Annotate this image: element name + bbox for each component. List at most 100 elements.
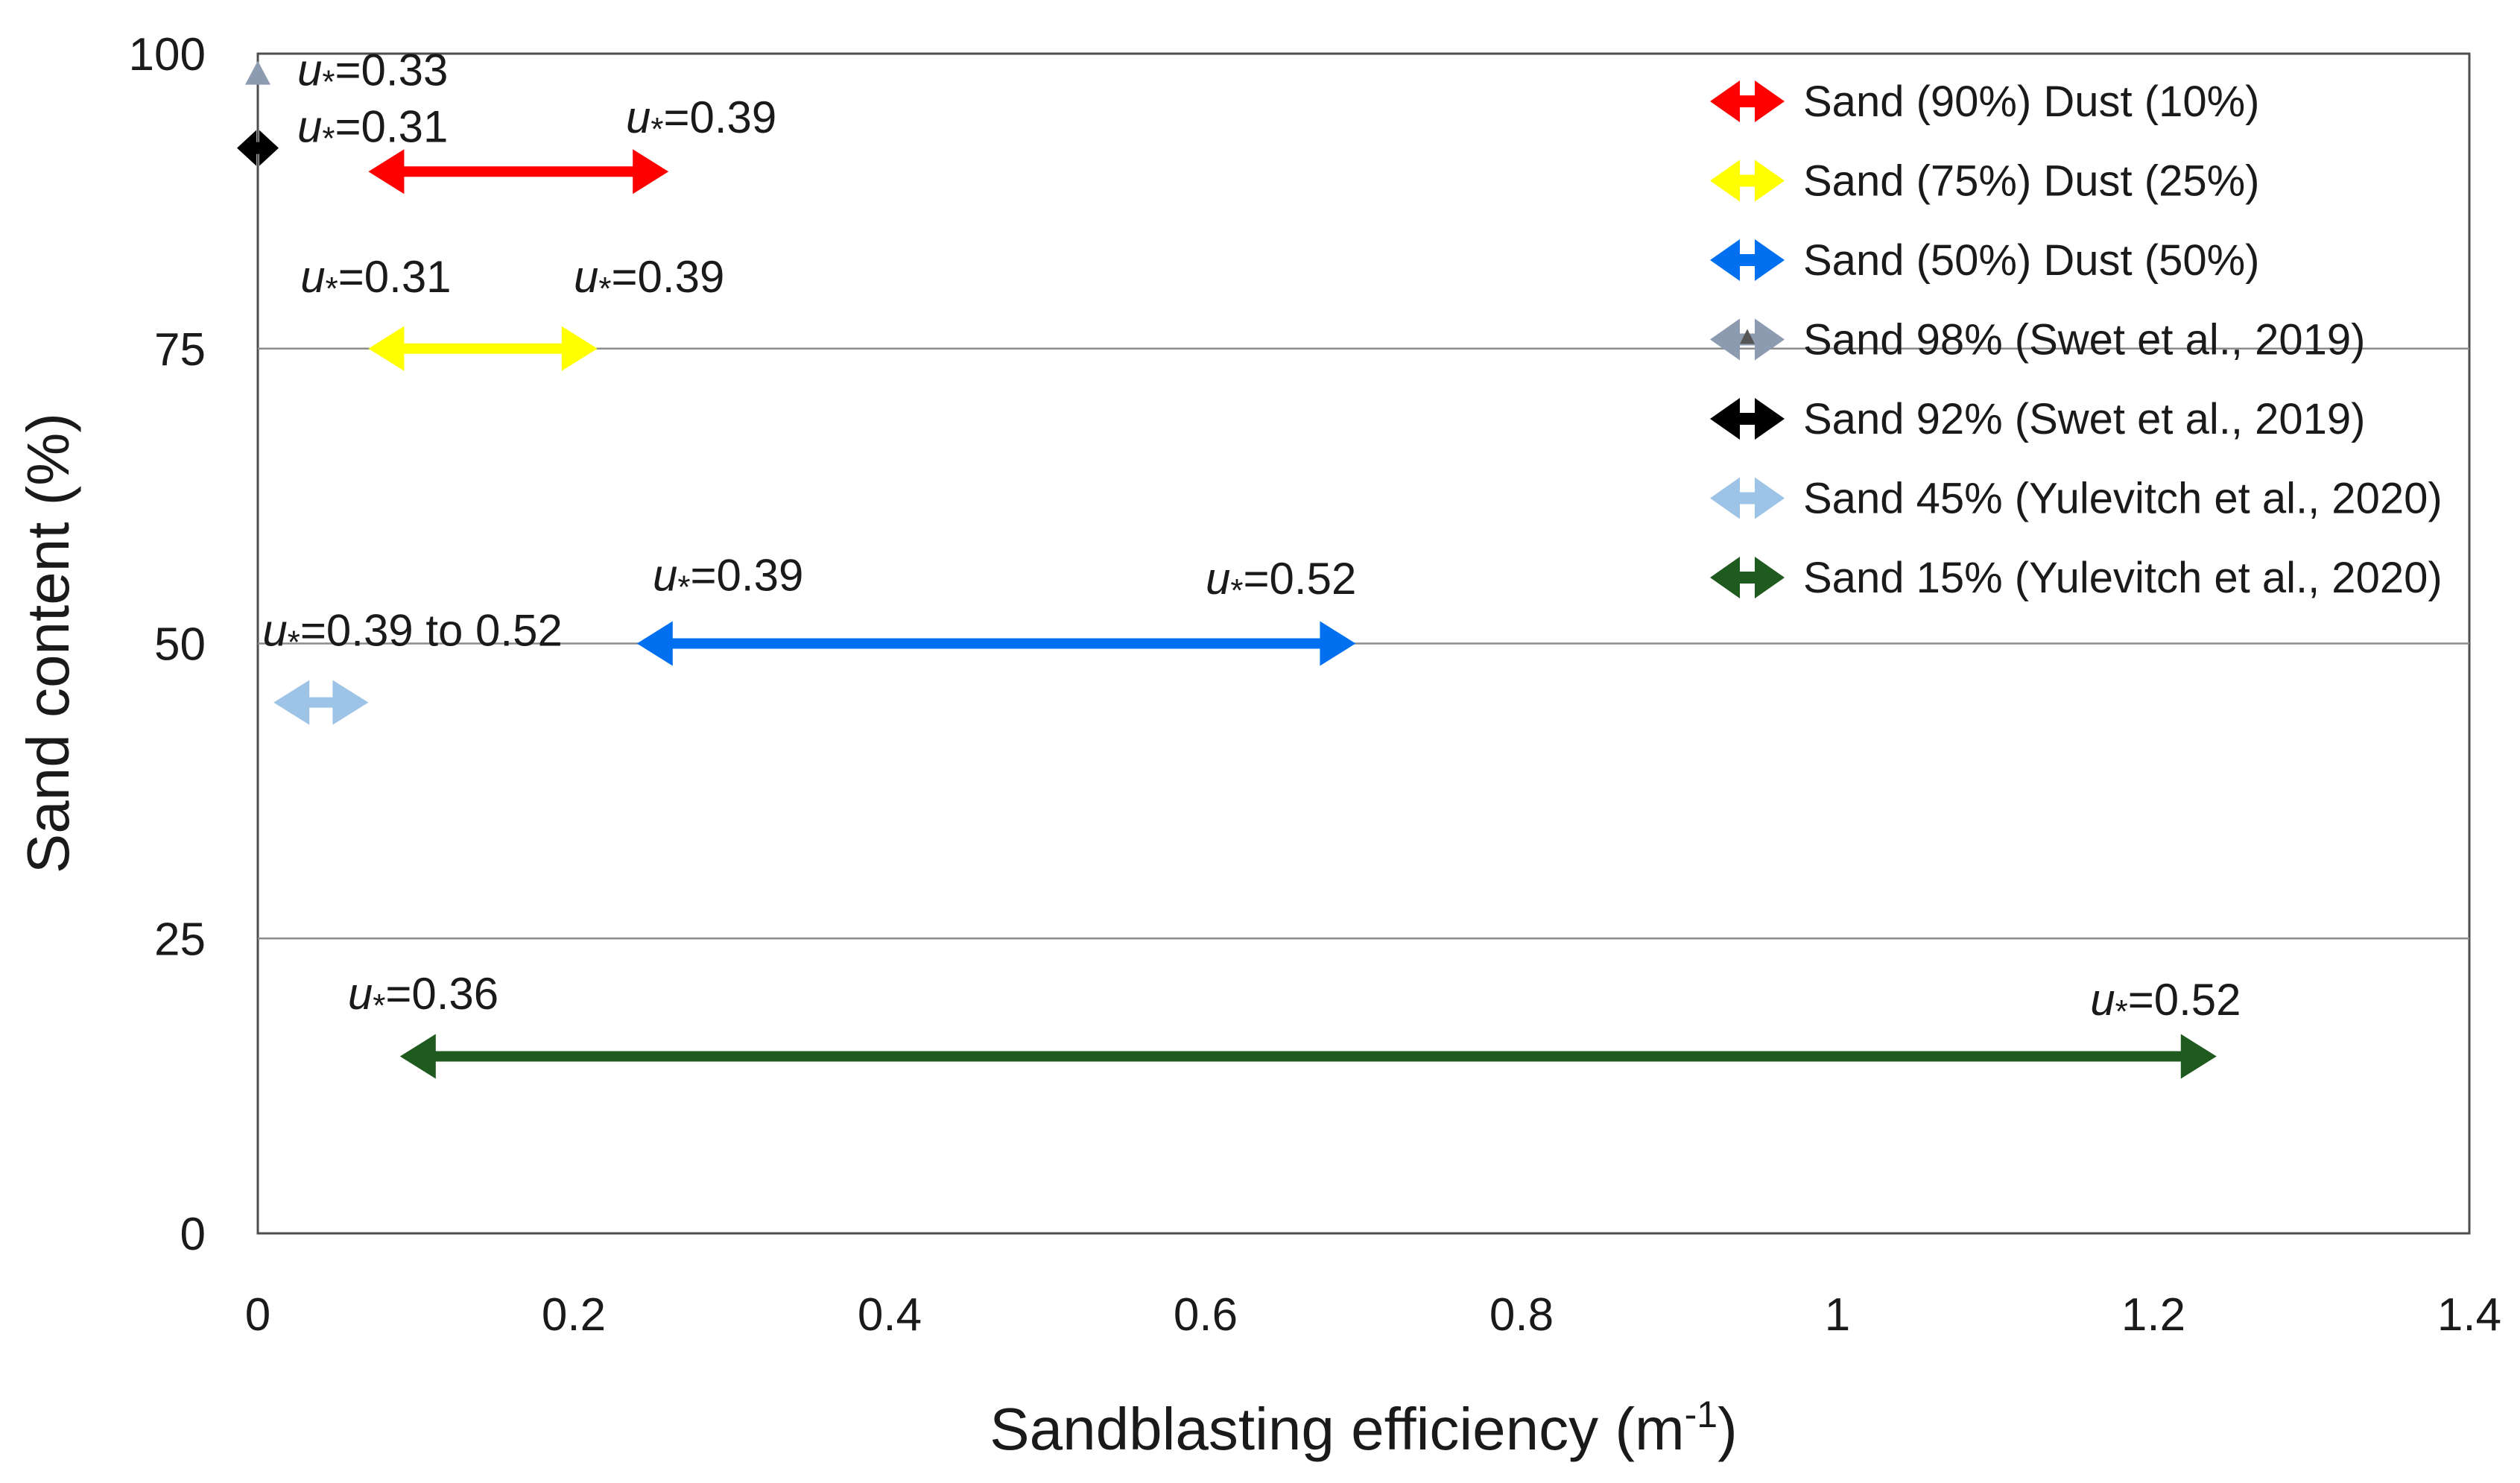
arrow-head-left — [636, 621, 673, 666]
annotation-value: =0.52 — [1244, 554, 1357, 604]
legend-label: Sand 15% (Yulevitch et al., 2020) — [1803, 554, 2443, 602]
annotation-symbol: u — [300, 252, 325, 302]
annotation-symbol: u — [297, 45, 322, 95]
annotation-value: =0.39 — [691, 550, 804, 600]
series — [237, 60, 2217, 1079]
x-axis-title-main: Sandblasting efficiency (m — [990, 1396, 1684, 1462]
arrow-head-right — [2180, 1034, 2217, 1079]
x-axis-title-sup: -1 — [1685, 1394, 1718, 1435]
legend-item: Sand 15% (Yulevitch et al., 2020) — [1710, 554, 2443, 602]
arrow-head-left — [368, 326, 405, 371]
annotation-symbol: u — [653, 550, 677, 600]
x-tick-label: 0 — [245, 1289, 270, 1341]
annotation-subscript: * — [677, 569, 690, 605]
legend-label: Sand 45% (Yulevitch et al., 2020) — [1803, 475, 2443, 523]
arrow-head-right — [1320, 621, 1356, 666]
annotation-subscript: * — [598, 271, 611, 307]
legend-item: Sand 92% (Swet et al., 2019) — [1710, 395, 2365, 443]
legend-symbol — [1710, 239, 1785, 281]
legend-symbol — [1710, 477, 1785, 519]
annotation-symbol: u — [574, 252, 598, 302]
legend-label: Sand 98% (Swet et al., 2019) — [1803, 316, 2365, 364]
series-arrow — [368, 149, 669, 195]
arrow-head-left — [1710, 557, 1740, 598]
annotation-subscript: * — [322, 64, 335, 101]
legend-item: Sand 98% (Swet et al., 2019) — [1710, 316, 2365, 364]
arrow-head-left — [1710, 159, 1740, 202]
legend-item: Sand (75%) Dust (25%) — [1710, 157, 2259, 206]
series-arrow — [273, 680, 369, 725]
x-tick-label: 0.8 — [1489, 1289, 1554, 1341]
arrow-head-left — [1710, 477, 1740, 519]
arrow-head-left — [1710, 318, 1740, 361]
annotation-label: u*=0.52 — [1206, 554, 1356, 609]
annotation-subscript: * — [373, 987, 385, 1024]
x-tick-label: 0.6 — [1174, 1289, 1238, 1341]
arrow-head-right — [332, 680, 369, 725]
arrow-head-left — [237, 130, 256, 166]
legend-item: Sand (90%) Dust (10%) — [1710, 78, 2259, 126]
arrow-head-left — [1710, 80, 1740, 122]
series-arrow — [399, 1034, 2217, 1079]
y-tick-labels: 0 25 50 75 100 — [129, 29, 206, 1260]
y-tick-label: 25 — [154, 914, 206, 965]
arrow-head-right — [1755, 477, 1785, 519]
annotation-value: =0.39 to 0.52 — [300, 606, 563, 656]
x-tick-labels: 0 0.2 0.4 0.6 0.8 1 1.2 1.4 — [245, 1289, 2501, 1341]
x-tick-label: 0.2 — [542, 1289, 606, 1341]
arrow-head-left — [1710, 398, 1740, 440]
arrow-head-right — [1755, 80, 1785, 122]
annotation-subscript: * — [326, 271, 338, 307]
legend-item: Sand 45% (Yulevitch et al., 2020) — [1710, 475, 2443, 523]
y-axis-title: Sand content (%) — [15, 413, 81, 873]
arrow-head-right — [1755, 159, 1785, 202]
annotation-value: =0.39 — [663, 92, 776, 142]
series-marker-triangle — [245, 60, 270, 85]
arrow-head-right — [1755, 398, 1785, 440]
annotation-symbol: u — [262, 606, 287, 656]
annotation-subscript: * — [1230, 572, 1243, 609]
annotation-value: =0.36 — [385, 969, 498, 1019]
annotation-subscript: * — [650, 111, 663, 148]
annotation-value: =0.33 — [335, 45, 449, 95]
annotation-label: u*=0.39 — [626, 92, 776, 148]
annotation-label: u*=0.39 to 0.52 — [262, 606, 562, 661]
annotation-subscript: * — [2115, 993, 2128, 1030]
legend-item: Sand (50%) Dust (50%) — [1710, 236, 2259, 285]
x-tick-label: 1.4 — [2437, 1289, 2501, 1341]
annotation-label: u*=0.31 — [300, 252, 451, 307]
arrow-head-right — [1755, 318, 1785, 361]
annotation-label: u*=0.39 — [653, 550, 803, 605]
legend-symbol — [1710, 80, 1785, 122]
arrow-head-right — [1755, 557, 1785, 598]
series-arrow — [636, 621, 1356, 666]
y-tick-label: 75 — [154, 324, 206, 376]
y-tick-label: 50 — [154, 619, 206, 671]
arrow-head-left — [1710, 239, 1740, 281]
series-marker-diamond — [237, 130, 279, 166]
annotation-label: u*=0.39 — [574, 252, 724, 307]
x-tick-label: 0.4 — [858, 1289, 922, 1341]
arrow-head-right — [561, 326, 598, 371]
legend-label: Sand 92% (Swet et al., 2019) — [1803, 395, 2365, 443]
legend: Sand (90%) Dust (10%) Sand (75%) Dust (25… — [1710, 78, 2443, 602]
annotation-value: =0.31 — [335, 102, 449, 152]
annotation-symbol: u — [626, 92, 650, 142]
legend-symbol — [1710, 398, 1785, 440]
legend-label: Sand (90%) Dust (10%) — [1803, 78, 2259, 126]
y-tick-label: 0 — [180, 1209, 206, 1260]
annotation-label: u*=0.33 — [297, 45, 448, 101]
legend-symbol — [1710, 557, 1785, 598]
annotation-symbol: u — [1206, 554, 1230, 604]
gridlines — [258, 347, 2469, 940]
x-axis-title: Sandblasting efficiency (m-1) — [990, 1394, 1737, 1462]
annotation-value: =0.31 — [338, 252, 452, 302]
x-tick-label: 1.2 — [2121, 1289, 2185, 1341]
legend-symbol — [1710, 159, 1785, 202]
annotation-value: =0.52 — [2128, 975, 2241, 1025]
annotations: u*=0.33u*=0.31 u*=0.39u*=0.31 u*=0.39u*=0.… — [262, 45, 2241, 1030]
arrow-head-left — [273, 680, 310, 725]
annotation-label: u*=0.31 — [297, 102, 448, 157]
